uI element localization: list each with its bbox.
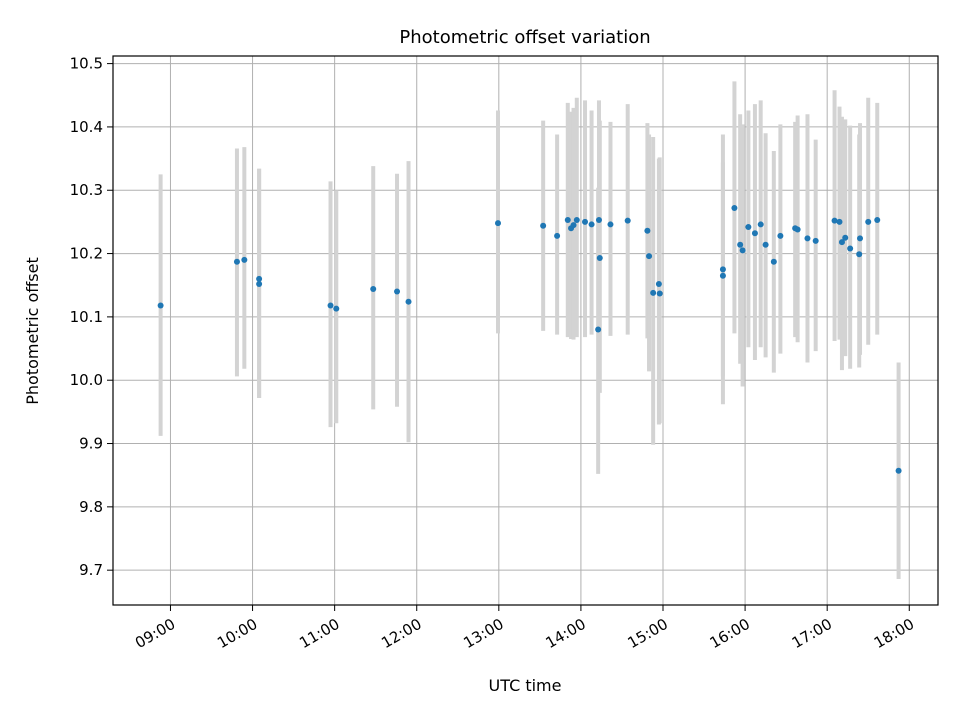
data-point <box>233 258 240 265</box>
y-tick-label: 10.5 <box>70 55 103 73</box>
data-point <box>856 251 863 258</box>
data-point <box>596 254 603 261</box>
data-point <box>595 217 602 224</box>
y-axis-title: Photometric offset <box>23 257 42 405</box>
y-tick-label: 10.2 <box>70 245 103 263</box>
data-point <box>370 286 377 293</box>
data-point <box>540 222 547 229</box>
data-point <box>831 217 838 224</box>
data-point <box>595 326 602 333</box>
data-point <box>327 302 334 309</box>
data-point <box>719 272 726 279</box>
data-point <box>607 221 614 228</box>
y-tick-label: 9.7 <box>79 561 103 579</box>
data-point <box>650 289 657 296</box>
y-tick-label: 10.0 <box>70 371 103 389</box>
chart-title: Photometric offset variation <box>399 27 650 48</box>
data-point <box>646 253 653 260</box>
data-point <box>762 241 769 248</box>
data-point <box>644 227 651 234</box>
data-point <box>624 217 631 224</box>
data-point <box>757 221 764 228</box>
data-point <box>256 280 263 287</box>
data-point <box>895 467 902 474</box>
y-tick-label: 9.9 <box>79 435 103 453</box>
data-point <box>394 288 401 295</box>
data-point <box>731 204 738 211</box>
data-point <box>554 232 561 239</box>
data-point <box>405 298 412 305</box>
data-point <box>588 221 595 228</box>
data-point <box>573 217 580 224</box>
data-point <box>737 241 744 248</box>
data-point <box>836 218 843 225</box>
data-point <box>838 239 845 246</box>
y-tick-label: 10.1 <box>70 308 103 326</box>
data-point <box>745 223 752 230</box>
data-point <box>794 226 801 233</box>
data-point <box>751 230 758 237</box>
data-point <box>582 218 589 225</box>
data-point <box>777 232 784 239</box>
data-point <box>770 258 777 265</box>
grid <box>113 56 938 605</box>
y-tick-label: 10.3 <box>70 181 103 199</box>
data-point <box>719 266 726 273</box>
data-point <box>804 235 811 242</box>
data-point <box>812 237 819 244</box>
x-axis-title: UTC time <box>489 676 562 695</box>
data-point <box>874 217 881 224</box>
data-point <box>241 256 248 263</box>
data-point <box>847 245 854 252</box>
data-point <box>495 220 501 227</box>
data-point <box>256 275 263 282</box>
y-tick-label: 9.8 <box>79 498 103 516</box>
data-point <box>857 235 864 242</box>
y-tick-label: 10.4 <box>70 118 103 136</box>
data-point <box>564 217 571 224</box>
data-point <box>842 234 849 241</box>
data-point <box>655 280 662 287</box>
data-point <box>739 247 746 254</box>
data-point <box>157 302 164 309</box>
data-point <box>570 222 577 229</box>
data-points <box>157 204 902 474</box>
data-point <box>865 218 872 225</box>
plot-frame <box>112 55 939 606</box>
data-point <box>656 290 663 297</box>
data-point <box>333 305 340 312</box>
